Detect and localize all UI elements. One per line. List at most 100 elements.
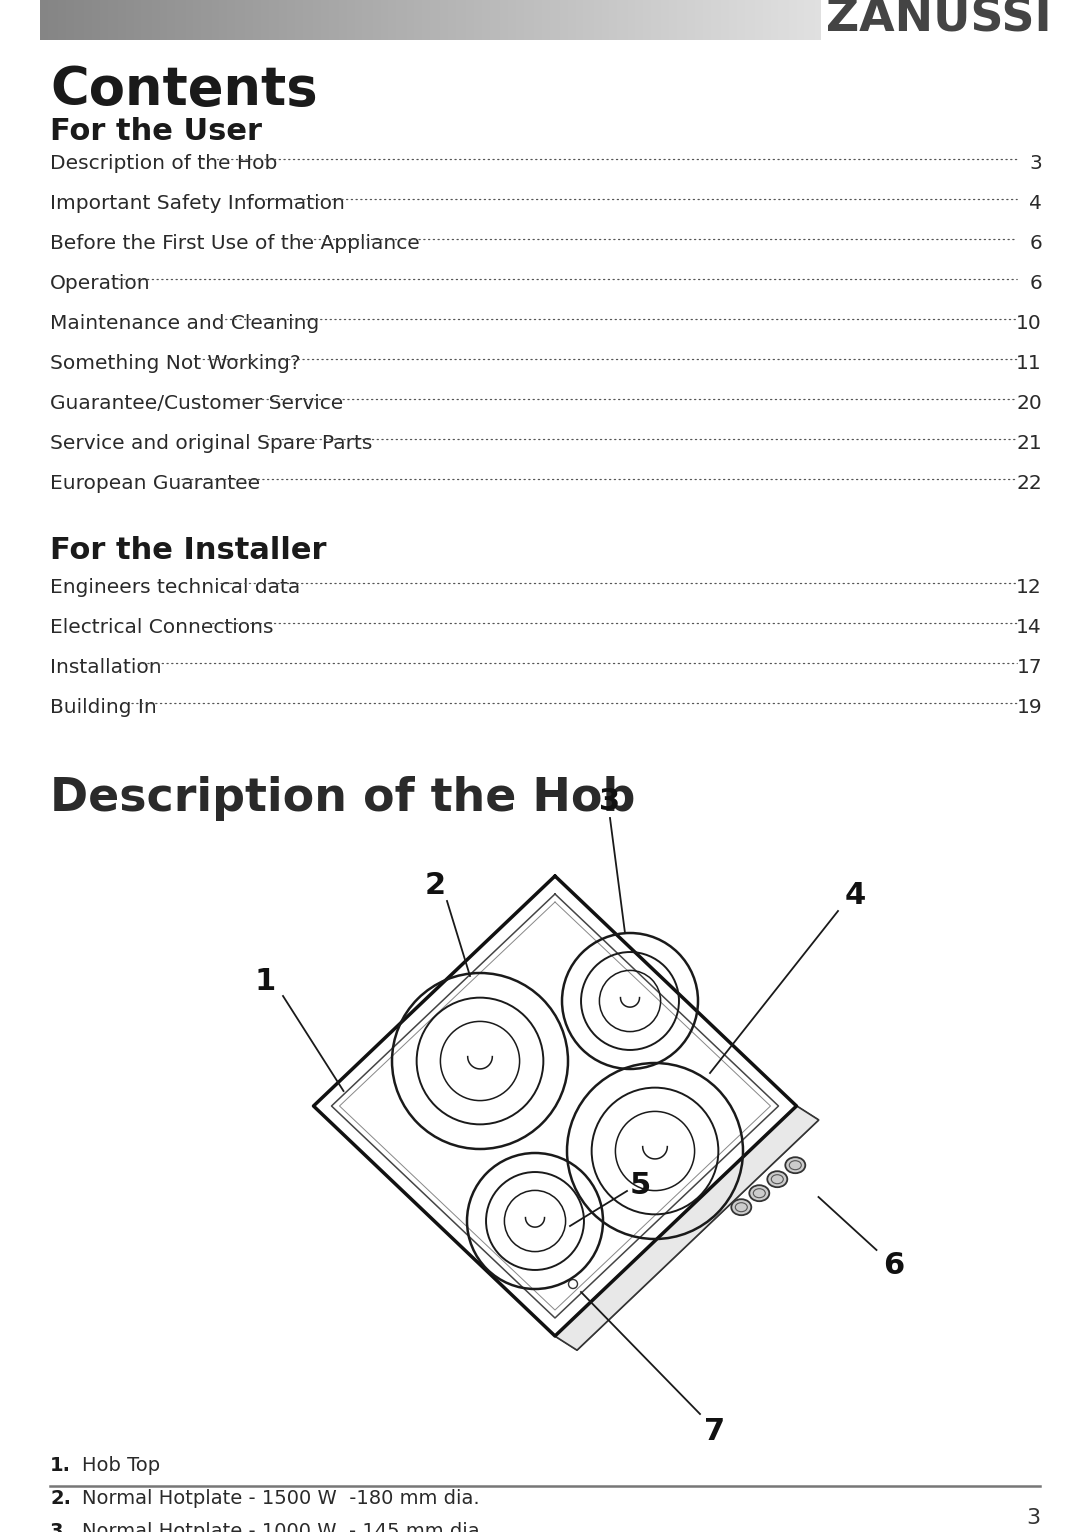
Bar (648, 0, 651, 40)
Text: Installation: Installation (50, 659, 162, 677)
Bar (152, 0, 154, 40)
Bar (404, 0, 407, 40)
Bar (422, 0, 426, 40)
Bar (482, 0, 485, 40)
Bar (217, 0, 220, 40)
Bar (703, 0, 706, 40)
Bar (363, 0, 365, 40)
Bar (529, 0, 531, 40)
Bar (638, 0, 642, 40)
Bar (389, 0, 391, 40)
Bar (441, 0, 444, 40)
Text: Contents: Contents (50, 64, 318, 116)
Bar (188, 0, 191, 40)
Bar (116, 0, 119, 40)
Text: 3: 3 (1026, 1507, 1040, 1527)
Bar (370, 0, 374, 40)
Bar (589, 0, 592, 40)
Bar (95, 0, 97, 40)
Bar (186, 0, 189, 40)
Bar (539, 0, 542, 40)
Ellipse shape (767, 1170, 787, 1187)
Bar (293, 0, 295, 40)
Bar (534, 0, 537, 40)
Bar (561, 0, 563, 40)
Bar (495, 0, 498, 40)
Bar (69, 0, 71, 40)
Bar (245, 0, 248, 40)
Bar (258, 0, 261, 40)
Bar (99, 0, 103, 40)
Bar (131, 0, 134, 40)
Bar (696, 0, 699, 40)
Text: European Guarantee: European Guarantee (50, 473, 260, 493)
Text: Electrical Connections: Electrical Connections (50, 617, 273, 637)
Text: 7: 7 (704, 1417, 726, 1446)
Bar (753, 0, 756, 40)
Text: 4: 4 (1029, 195, 1042, 213)
Bar (446, 0, 448, 40)
Bar (581, 0, 584, 40)
Text: 19: 19 (1016, 699, 1042, 717)
Bar (555, 0, 558, 40)
Bar (531, 0, 535, 40)
Bar (48, 0, 51, 40)
Bar (456, 0, 459, 40)
Bar (253, 0, 256, 40)
Bar (544, 0, 548, 40)
Bar (557, 0, 561, 40)
Bar (604, 0, 607, 40)
Bar (227, 0, 230, 40)
Bar (718, 0, 721, 40)
Bar (266, 0, 269, 40)
Bar (240, 0, 243, 40)
Bar (734, 0, 738, 40)
Bar (300, 0, 303, 40)
Bar (201, 0, 204, 40)
Bar (698, 0, 701, 40)
Bar (42, 0, 45, 40)
Ellipse shape (750, 1186, 769, 1201)
Bar (524, 0, 527, 40)
Bar (230, 0, 233, 40)
Bar (173, 0, 176, 40)
Bar (480, 0, 483, 40)
Polygon shape (555, 1106, 819, 1350)
Text: Something Not Working?: Something Not Working? (50, 354, 300, 372)
Bar (214, 0, 217, 40)
Bar (729, 0, 732, 40)
Bar (406, 0, 409, 40)
Bar (110, 0, 113, 40)
Bar (615, 0, 618, 40)
Bar (269, 0, 272, 40)
Bar (170, 0, 173, 40)
Bar (167, 0, 171, 40)
Bar (591, 0, 594, 40)
Bar (141, 0, 145, 40)
Bar (573, 0, 576, 40)
Bar (334, 0, 337, 40)
Bar (766, 0, 769, 40)
Bar (740, 0, 743, 40)
Bar (797, 0, 799, 40)
Bar (222, 0, 225, 40)
Bar (289, 0, 293, 40)
Bar (622, 0, 625, 40)
Bar (814, 0, 818, 40)
Bar (687, 0, 690, 40)
Bar (810, 0, 813, 40)
Bar (674, 0, 677, 40)
Bar (474, 0, 477, 40)
Bar (271, 0, 274, 40)
Text: Maintenance and Cleaning: Maintenance and Cleaning (50, 314, 320, 332)
Bar (105, 0, 108, 40)
Bar (295, 0, 298, 40)
Bar (599, 0, 603, 40)
Bar (792, 0, 795, 40)
Bar (162, 0, 165, 40)
Bar (256, 0, 259, 40)
Bar (354, 0, 357, 40)
Bar (336, 0, 339, 40)
Bar (779, 0, 782, 40)
Text: Normal Hotplate - 1500 W  -180 mm dia.: Normal Hotplate - 1500 W -180 mm dia. (82, 1489, 480, 1507)
